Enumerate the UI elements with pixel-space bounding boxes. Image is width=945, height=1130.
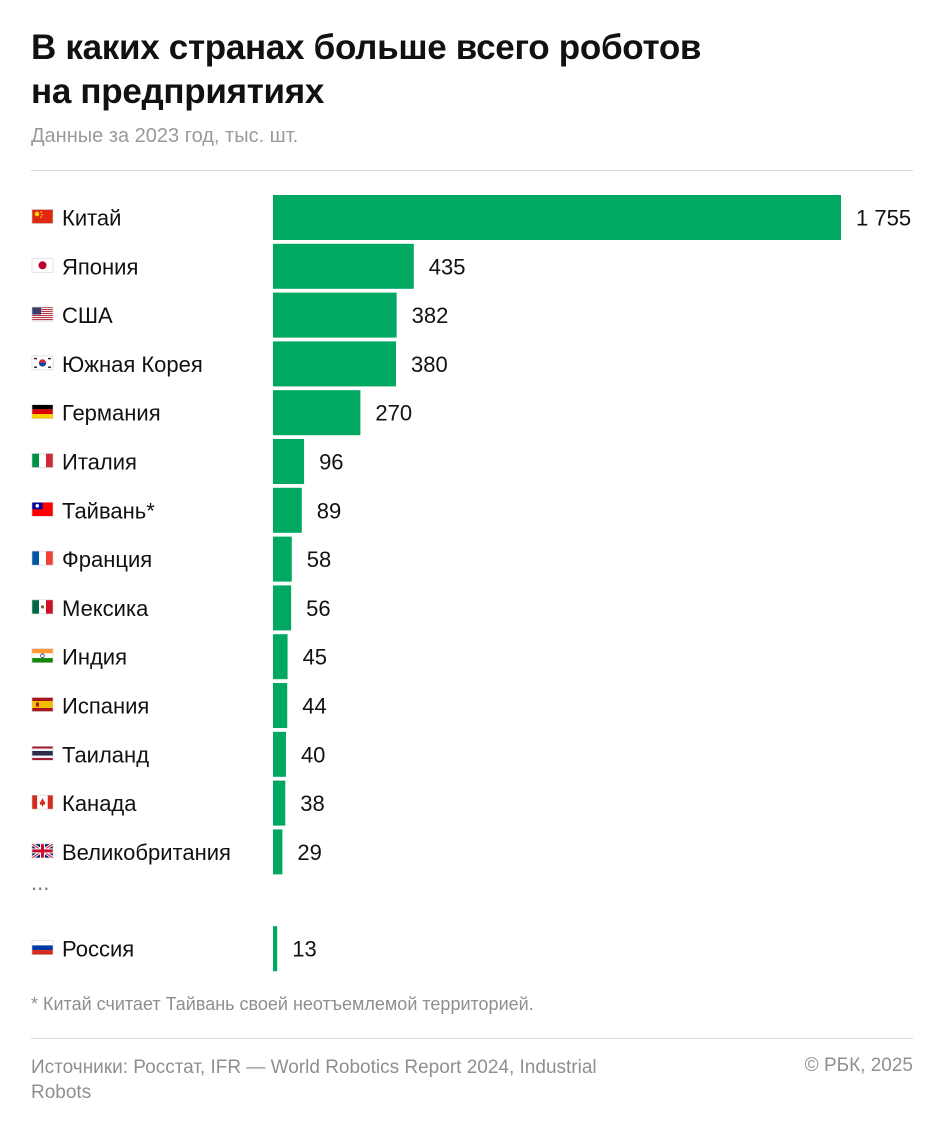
chart-subtitle: Данные за 2023 год, тыс. шт. xyxy=(31,125,299,147)
uk-flag-icon xyxy=(31,842,54,860)
bar-chart: Китай 1 755 Япония 435 США 382 Южная Корея 380 Г… xyxy=(31,195,911,972)
taiwan-flag-icon xyxy=(31,501,54,517)
category-label: Испания xyxy=(62,694,149,719)
footnote: * Китай считает Тайвань своей неотъемлем… xyxy=(31,994,534,1014)
category-label: Китай xyxy=(62,206,121,231)
germany-flag-icon xyxy=(31,404,54,420)
top-divider xyxy=(31,170,913,171)
value-label: 58 xyxy=(307,547,331,572)
spain-flag-icon xyxy=(31,697,54,712)
bar xyxy=(273,780,286,826)
chart-title-line-1: В каких странах больше всего роботов xyxy=(31,28,702,67)
value-label: 13 xyxy=(292,937,316,962)
category-label: Германия xyxy=(62,401,161,426)
value-label: 89 xyxy=(317,498,341,523)
category-label: Италия xyxy=(62,450,137,475)
value-label: 44 xyxy=(302,694,326,719)
france-flag-icon xyxy=(31,550,54,566)
bar xyxy=(273,585,292,631)
value-label: 382 xyxy=(412,303,449,328)
value-label: 38 xyxy=(300,791,324,816)
category-label: Таиланд xyxy=(62,742,149,767)
bar xyxy=(273,731,286,777)
value-label: 96 xyxy=(319,450,343,475)
value-label: 29 xyxy=(297,840,321,865)
value-label: 380 xyxy=(411,352,448,377)
chart-title: В каких странах больше всего роботов на … xyxy=(31,26,911,114)
bottom-divider xyxy=(31,1038,913,1039)
category-label: Индия xyxy=(62,645,127,670)
italy-flag-icon xyxy=(31,453,54,468)
bar xyxy=(273,439,305,484)
value-label: 270 xyxy=(375,401,412,426)
russia-flag-icon xyxy=(31,940,54,956)
category-label: США xyxy=(62,303,113,328)
bar xyxy=(273,634,288,680)
south-korea-flag-icon xyxy=(31,355,54,371)
canada-flag-icon xyxy=(31,794,54,810)
copyright: © РБК, 2025 xyxy=(804,1055,913,1076)
chart-title-line-2: на предприятиях xyxy=(31,72,325,111)
category-label: Мексика xyxy=(62,596,149,621)
category-label: Тайвань* xyxy=(62,498,155,523)
category-label: Россия xyxy=(62,937,134,962)
bar xyxy=(273,341,396,387)
india-flag-icon xyxy=(31,648,54,664)
category-label: Франция xyxy=(62,547,152,572)
china-flag-icon xyxy=(31,209,54,224)
gap-marker: ... xyxy=(31,870,49,895)
category-label: Великобритания xyxy=(62,840,231,865)
category-label: Южная Корея xyxy=(62,352,203,377)
bar xyxy=(273,195,841,240)
value-label: 40 xyxy=(301,742,325,767)
bar xyxy=(273,390,361,436)
category-label: Канада xyxy=(62,791,137,816)
bar xyxy=(273,487,302,533)
value-label: 1 755 xyxy=(856,206,911,231)
bar xyxy=(273,829,283,875)
value-label: 435 xyxy=(429,254,466,279)
bar xyxy=(273,926,278,972)
bar xyxy=(273,292,397,338)
bar xyxy=(273,683,288,728)
value-label: 45 xyxy=(303,645,327,670)
source-text: Источники: Росстат, IFR — World Robotics… xyxy=(31,1057,597,1103)
category-label: Япония xyxy=(62,254,138,279)
mexico-flag-icon xyxy=(31,599,54,615)
thailand-flag-icon xyxy=(31,745,54,761)
usa-flag-icon xyxy=(31,306,54,322)
bar xyxy=(273,536,292,582)
japan-flag-icon xyxy=(31,257,54,273)
value-label: 56 xyxy=(306,596,330,621)
bar xyxy=(273,243,414,289)
